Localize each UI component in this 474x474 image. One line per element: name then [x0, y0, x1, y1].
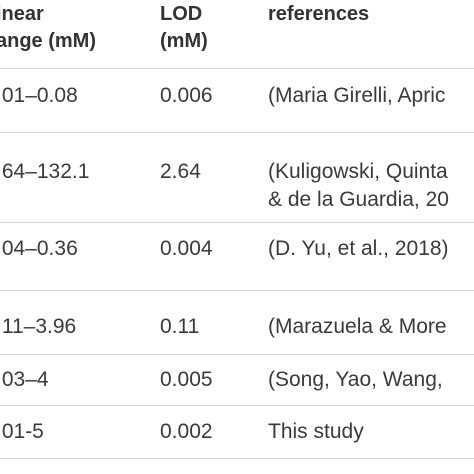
row-rule — [0, 132, 474, 133]
header-cell: ange (mM) — [0, 30, 96, 52]
header-cell: (mM) — [160, 30, 208, 52]
table-cell: .11–3.96 — [0, 315, 77, 338]
header-cell: LOD — [160, 3, 203, 25]
table-cell: 0.11 — [160, 315, 200, 338]
row-rule — [0, 222, 474, 223]
table-cell: 0.004 — [160, 237, 213, 260]
table-cell: (D. Yu, et al., 2018) — [268, 237, 449, 260]
header-cell: references — [268, 3, 370, 25]
table-cell: (Maria Girelli, Apric — [268, 84, 446, 107]
header-rule — [0, 68, 474, 69]
table-cell: 0.002 — [160, 420, 213, 443]
table-cell: & de la Guardia, 20 — [268, 188, 449, 211]
table-cell: .04–0.36 — [0, 237, 78, 260]
table-cell: .01-5 — [0, 420, 44, 443]
table-cell: (Song, Yao, Wang, — [268, 368, 443, 391]
row-rule — [0, 458, 474, 459]
table-cell: This study — [268, 420, 364, 443]
table-cell: 2.64 — [160, 160, 201, 183]
row-rule — [0, 290, 474, 291]
row-rule — [0, 354, 474, 355]
table-cell: .01–0.08 — [0, 84, 78, 107]
header-cell: inear — [0, 3, 44, 25]
table-cell: 0.005 — [160, 368, 213, 391]
row-rule — [0, 405, 474, 406]
table-cell: .03–4 — [0, 368, 49, 391]
table-cell: (Kuligowski, Quinta — [268, 160, 448, 183]
table-cell: .64–132.1 — [0, 160, 90, 183]
table-cell: 0.006 — [160, 84, 213, 107]
table-cell: (Marazuela & More — [268, 315, 447, 338]
